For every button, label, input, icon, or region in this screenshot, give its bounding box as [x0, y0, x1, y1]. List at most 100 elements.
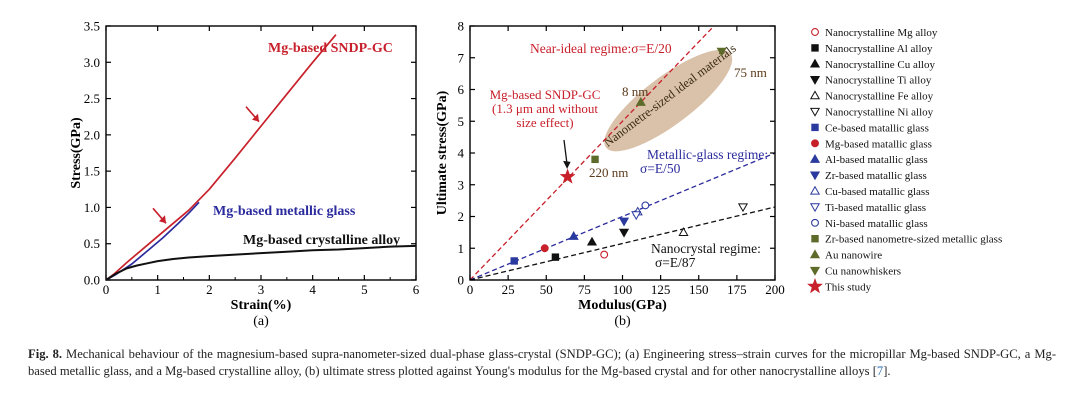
legend-label-16: This study [825, 281, 872, 293]
y-axis-label-a: Stress(GPa) [69, 117, 84, 189]
y-tick-label-b: 4 [458, 146, 465, 161]
point-b-1 [551, 253, 560, 261]
sndp-gc-arrow-head [563, 160, 571, 169]
series-line-a-2 [105, 244, 417, 281]
point-b-2 [586, 236, 598, 246]
reference-label-b-1: σ=E/50 [640, 161, 681, 176]
point-b-6 [510, 257, 518, 265]
series-annotation-a-0: Mg-based SNDP-GC [268, 41, 393, 56]
legend-marker-8 [809, 153, 821, 163]
legend-label-13: Zr-based nanometre-sized metallic glass [825, 234, 1002, 246]
series-annotation-a-2: Mg-based crystalline alloy [243, 233, 400, 248]
panel-label-b: (b) [614, 314, 631, 329]
caption-reference-link[interactable]: 7 [876, 364, 884, 378]
y-tick-label-a: 3.5 [84, 19, 100, 34]
x-tick-label-b: 50 [540, 282, 553, 297]
legend-label-6: Ce-based matallic glass [825, 122, 929, 134]
legend-marker-15 [809, 266, 821, 276]
x-tick-label-b: 200 [765, 282, 785, 297]
reference-label-b-1: Metallic-glass regime: [647, 147, 768, 162]
y-tick-label-a: 1.0 [84, 200, 100, 215]
legend-marker-6 [811, 123, 819, 132]
x-tick-label-b: 75 [578, 282, 591, 297]
y-tick-label-a: 0.0 [84, 273, 100, 288]
point-b-4 [678, 227, 689, 237]
point-b-14 [635, 96, 646, 106]
legend-label-5: Nanocrystalline Ni alloy [825, 107, 934, 119]
y-tick-label-a: 2.0 [84, 127, 100, 142]
legend-label-11: Ti-based matallic glass [825, 202, 926, 214]
series-line-a-0 [105, 34, 337, 281]
x-axis-label-b: Modulus(GPa) [578, 298, 667, 313]
series-annotation-a-1: Mg-based metallic glass [213, 204, 356, 219]
y-tick-label-b: 2 [458, 209, 465, 224]
legend-label-8: Al-based matallic glass [825, 154, 928, 166]
panel-a: 0 1 2 3 4 5 6 0.0 0.5 1.0 1.5 2.0 2.5 3.0 3.5 Strain(%)… [69, 19, 420, 330]
point-b-9 [618, 217, 630, 227]
legend-label-2: Nanocrystalline Cu alloy [825, 59, 935, 71]
legend-marker-11 [809, 203, 821, 213]
panel-label-a: (a) [253, 314, 269, 329]
x-tick-label-b: 0 [467, 282, 474, 297]
y-tick-label-b: 7 [458, 50, 465, 65]
legend-marker-3 [809, 76, 821, 85]
y-tick-label-a: 2.5 [84, 91, 100, 106]
legend-marker-1 [811, 44, 819, 52]
x-tick-label-a: 6 [413, 282, 420, 297]
reference-label-b-2: Nanocrystal regime: [651, 241, 761, 256]
legend-marker-13 [811, 235, 819, 243]
point-b-15 [716, 47, 727, 57]
point-annotation-sndp-gc: Mg-based SNDP-GC [490, 87, 601, 102]
point-b-11 [631, 211, 642, 221]
reference-line-b-2 [470, 206, 775, 280]
x-tick-label-b: 100 [613, 282, 633, 297]
reference-line-b-0 [470, 26, 715, 280]
y-tick-label-a: 3.0 [84, 55, 100, 70]
point-annotation-8nm: 8 nm [622, 84, 648, 99]
x-tick-label-a: 4 [309, 282, 316, 297]
legend-label-14: Au nanowire [825, 250, 882, 262]
reference-label-b-2: σ=E/87 [655, 255, 696, 270]
point-annotation-sndp-gc: size effect) [516, 115, 573, 130]
point-annotation-75nm: 75 nm [734, 65, 767, 80]
y-tick-label-b: 0 [458, 273, 465, 288]
x-axis-label-a: Strain(%) [231, 298, 292, 313]
legend-marker-4 [809, 90, 821, 100]
x-tick-label-b: 150 [689, 282, 709, 297]
x-tick-label-a: 0 [103, 282, 110, 297]
x-tick-label-b: 175 [727, 282, 747, 297]
legend-marker-16 [807, 278, 823, 294]
point-b-12 [641, 201, 650, 210]
legend-label-9: Zr-based matallic glass [825, 170, 927, 182]
y-axis-label-b: Ultimate stress(GPa) [435, 90, 450, 215]
caption-text: Mechanical behaviour of the magnesium-ba… [28, 347, 1057, 378]
legend-marker-7 [811, 139, 819, 148]
x-tick-label-a: 1 [154, 282, 161, 297]
caption-label: Fig. 8. [28, 347, 63, 361]
y-tick-label-b: 1 [458, 241, 465, 256]
legend-label-0: Nanocrystalline Mg alloy [825, 27, 938, 39]
y-tick-label-b: 8 [458, 19, 465, 34]
point-b-3 [618, 228, 630, 238]
point-annotation-sndp-gc: (1.3 μm and without [492, 101, 598, 116]
legend-marker-2 [809, 58, 821, 68]
y-tick-label-b: 3 [458, 177, 465, 192]
arrow-head-a-0 [159, 215, 166, 224]
panel-b-legend: Nanocrystalline Mg alloy Nanocrystalline … [807, 27, 1002, 294]
x-tick-label-b: 25 [502, 282, 515, 297]
y-tick-label-b: 6 [458, 82, 465, 97]
reference-line-b-1 [470, 152, 775, 280]
x-tick-label-a: 2 [206, 282, 213, 297]
legend-marker-10 [809, 185, 821, 195]
shaded-region-ideal-materials [604, 49, 733, 152]
point-b-7 [540, 244, 549, 253]
legend-label-7: Mg-based matallic glass [825, 138, 932, 150]
point-b-5 [737, 203, 749, 213]
y-tick-label-b: 5 [458, 114, 465, 129]
legend-marker-14 [809, 249, 821, 259]
figure-caption: Fig. 8. Mechanical behaviour of the magn… [28, 346, 1056, 380]
y-tick-label-a: 1.5 [84, 164, 100, 179]
caption-end: ]. [883, 364, 891, 378]
